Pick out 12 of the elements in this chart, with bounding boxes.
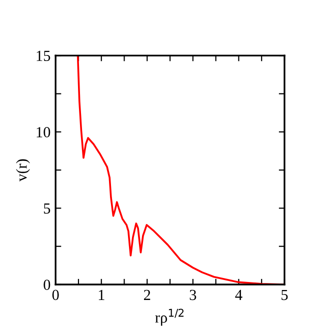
- x-tick-label: 2: [144, 290, 150, 300]
- y-tick-label: 10: [36, 127, 50, 138]
- y-tick-label: 15: [36, 50, 50, 62]
- x-axis-title: rρ$^{1/2}$: [155, 308, 184, 326]
- x-tick-label: 4: [235, 290, 242, 300]
- x-tick-label: 3: [190, 290, 196, 300]
- x-tick-label: 5: [282, 290, 288, 300]
- x-tick-label: 0: [52, 290, 59, 300]
- x-tick-label: 1: [98, 290, 104, 300]
- y-axis-title: v(r): [16, 159, 30, 182]
- y-tick-label: 5: [44, 203, 50, 214]
- y-tick-label: 0: [44, 280, 50, 290]
